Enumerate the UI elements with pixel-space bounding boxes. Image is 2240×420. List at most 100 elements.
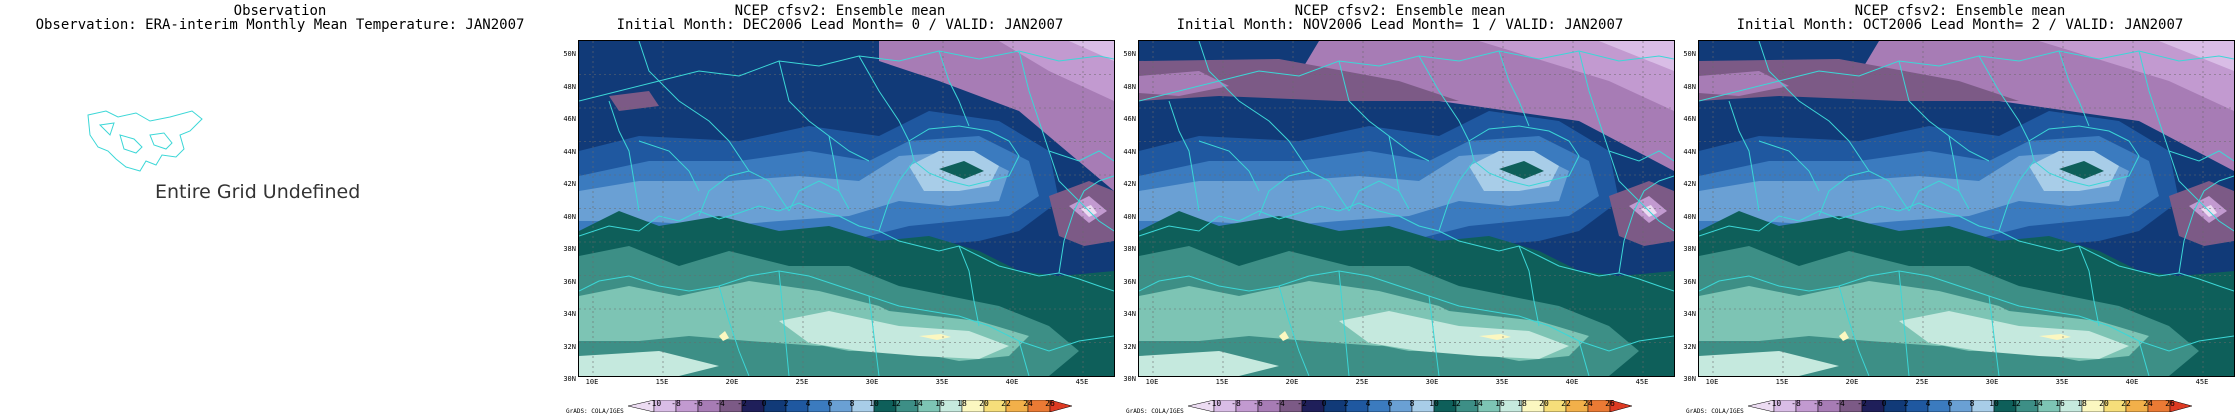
colorbar-tick-label: 18 [957,399,967,408]
lon-tick-label: 45E [1635,378,1649,386]
undefined-grid-message: Entire Grid Undefined [155,181,361,203]
lat-tick-label: 38N [1683,245,1696,253]
coastline [1348,180,1410,212]
lat-tick-label: 44N [1683,147,1696,156]
lon-tick-label: 15E [1775,378,1789,386]
coastline [608,100,640,212]
coastline [1898,60,1990,162]
lat-tick-label: 40N [1123,212,1136,221]
temperature-band [1699,151,2129,226]
colorbar-tick-label: -4 [1275,399,1285,408]
lon-tick-label: 10E [1145,378,1159,386]
coastline [908,125,1020,187]
temperature-band [879,41,1114,191]
colorbar-tick-label: 10 [869,399,879,408]
colorbar-tick-label: -8 [671,399,681,408]
coastline [1838,285,1870,376]
coastline [638,41,750,172]
temperature-band [2199,281,2234,341]
temperature-band [1699,351,1839,376]
lon-tick-label: 25E [795,378,809,386]
lat-tick-label: 42N [563,180,576,188]
lat-tick-label: 32N [563,342,576,351]
lon-tick-label: 45E [1075,378,1089,386]
temperature-band [1479,334,1511,340]
lat-tick-label: 46N [1123,115,1136,123]
forecast-title: NCEP cfsv2: Ensemble mean [1294,3,1506,19]
coastline [1518,245,1540,327]
temperature-band [579,351,719,376]
lat-tick-label: 34N [1123,310,1136,318]
colorbar-swatch [1609,399,1633,413]
coastline [1608,150,1674,162]
lat-tick-label: 40N [1683,212,1696,221]
lat-tick-label: 36N [1123,277,1136,286]
colorbar-tick-label: 16 [2055,399,2065,408]
lon-tick-label: 35E [2055,378,2069,386]
lon-tick-label: 30E [1425,378,1439,386]
temperature-band [1849,41,2234,171]
temperature-band [1289,41,1674,171]
lon-tick-label: 25E [1915,378,1929,386]
colorbar-tick-label: 18 [2077,399,2087,408]
coastline [1338,270,1350,376]
observation-panel: Observation Observation: ERA-interim Mon… [0,0,560,420]
coastline [1048,150,1114,162]
lat-tick-label: 44N [563,147,576,156]
coastline [1278,285,1310,376]
coastline [638,140,700,192]
lat-tick-label: 34N [1683,310,1696,318]
temperature-band [1699,71,1789,96]
lon-tick-label: 30E [1985,378,1999,386]
colorbar-tick-label: -4 [1835,399,1845,408]
lat-tick-label: 42N [1123,180,1136,188]
colorbar-tick-label: -2 [1297,399,1307,408]
temperature-band [1139,59,1459,101]
coastline [828,135,840,192]
colorbar-tick-label: 12 [2011,399,2021,408]
forecast-subtitle: Initial Month: OCT2006 Lead Month= 2 / V… [1736,17,2184,33]
coastline [2178,175,2234,274]
coastline [2028,125,2140,187]
lat-tick-label: 40N [563,212,576,221]
lon-tick-label: 20E [1845,378,1859,386]
colorbar-tick-label: 22 [1001,399,1011,408]
colorbar-tick-label: -10 [646,399,662,408]
temperature-band [2039,41,2234,111]
coastline [1139,202,1674,292]
colorbar-tick-label: 6 [1947,399,1953,408]
lon-tick-label: 35E [935,378,949,386]
colorbar-tick-label: 8 [1969,399,1975,408]
colorbar-tick-label: 26 [2165,399,2175,408]
colorbar-tick-label: 20 [1539,399,1549,408]
lon-tick-label: 10E [585,378,599,386]
colorbar-tick-label: 20 [2099,399,2109,408]
coastline [788,180,850,212]
lat-tick-label: 32N [1123,342,1136,351]
temperature-band [1599,41,1674,71]
grads-credit: GrADS: COLA/IGES [1126,408,1184,415]
lat-tick-label: 30N [1123,375,1136,383]
colorbar-tick-label: 14 [1473,399,1483,408]
grads-credit: GrADS: COLA/IGES [1686,408,1744,415]
temperature-band [1639,281,1674,341]
temperature-band [1279,331,1289,341]
coastline [718,285,750,376]
coastline [2078,245,2100,327]
observation-subtitle: Observation: ERA-interim Monthly Mean Te… [35,17,525,33]
colorbar-tick-label: -8 [1231,399,1241,408]
colorbar-tick-label: -8 [1791,399,1801,408]
colorbar [1747,397,2196,413]
coastline [1988,295,2000,376]
lon-tick-label: 30E [865,378,879,386]
coastline [958,245,980,327]
coastline [1198,41,1310,172]
lat-tick-label: 46N [563,115,576,123]
forecast-panel-lead2: NCEP cfsv2: Ensemble mean Initial Month:… [1680,0,2240,420]
lat-tick-label: 38N [1123,245,1136,253]
colorbar-tick-label: 12 [891,399,901,408]
colorbar-tick-label: 16 [935,399,945,408]
coastline [1338,60,1430,162]
lat-tick-label: 50N [1683,50,1696,58]
coastline [878,160,915,232]
